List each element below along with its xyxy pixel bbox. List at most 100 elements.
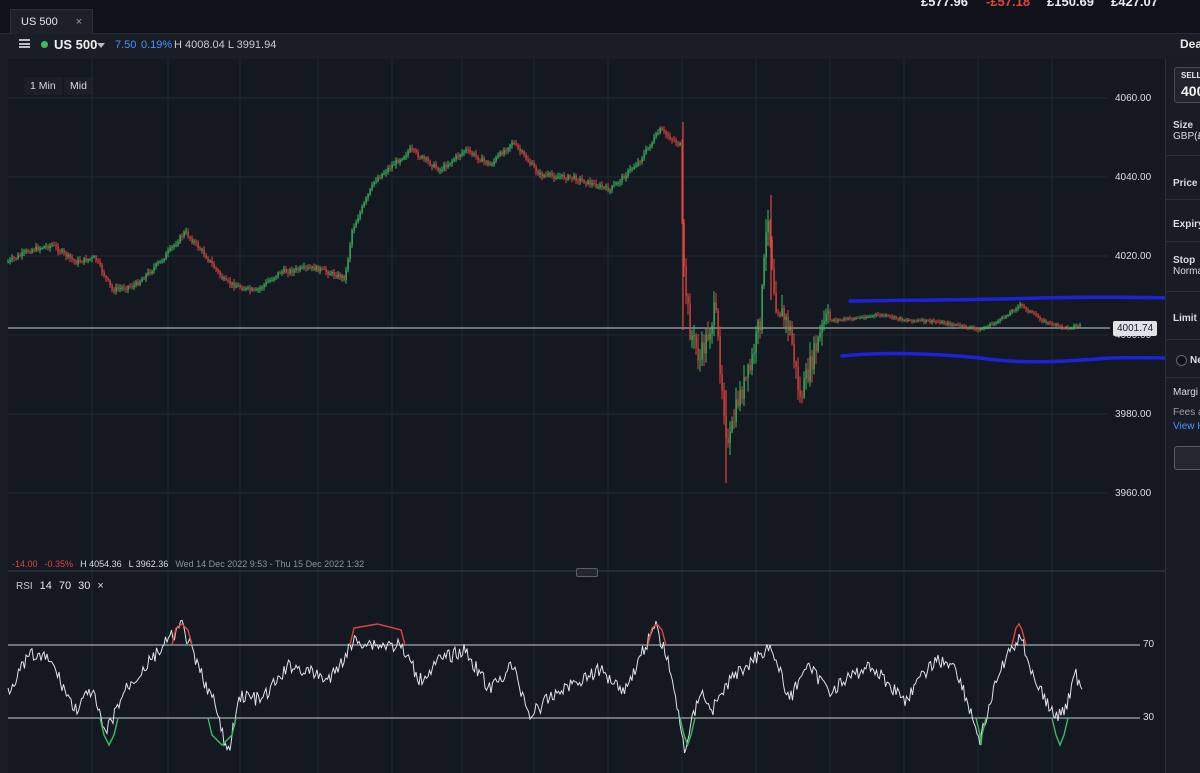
chart-area[interactable] [8,59,1165,773]
radio-button[interactable] [1176,355,1187,366]
candle-body [707,334,709,340]
candle-body [159,261,161,263]
candle-body [537,171,539,175]
candle-body [709,333,711,340]
candle-body [795,361,797,367]
candle-body [1001,317,1003,319]
candle-body [801,396,803,398]
candle-body [981,329,983,331]
candle-body [301,267,303,269]
candle-body [519,148,521,152]
candle-body [759,320,761,331]
candle-body [791,325,793,344]
candle-body [29,251,31,253]
close-icon[interactable]: × [97,580,104,592]
side-option[interactable]: Ne [1190,355,1200,366]
candle-body [631,168,633,170]
candle-body [129,286,131,288]
menu-icon[interactable] [19,39,30,48]
market-open-icon [41,41,48,48]
candle-body [325,268,327,272]
candle-body [891,316,893,318]
place-deal-button[interactable] [1174,446,1200,470]
candle-body [1043,320,1045,322]
instrument-name[interactable]: US 500 [54,37,98,52]
deal-ticket-panel: SELL 400 Size GBP(£ Price Expiry Stop No… [1165,59,1200,773]
candle-body [657,133,659,135]
interval-button[interactable]: 1 Min [24,77,62,95]
candle-body [773,268,775,294]
candle-body [241,287,243,290]
rsi-upper[interactable]: 70 [58,580,72,592]
candle-body [153,267,155,272]
sell-button[interactable]: SELL 400 [1174,67,1200,103]
candle-body [647,147,649,150]
candle-body [659,128,661,134]
candle-body [961,325,963,327]
candle-body [15,258,17,260]
candle-body [295,268,297,270]
channel-line-lower [840,351,1165,364]
candle-body [787,316,789,331]
view-link[interactable]: View H [1173,421,1200,432]
candle-body [551,173,553,176]
candle-body [737,399,739,406]
rsi-y-label: 30 [1143,712,1155,723]
candle-body [623,176,625,179]
candle-body [1065,327,1067,329]
candle-body [133,284,135,287]
candle-body [173,245,175,247]
candle-body [907,320,909,322]
candle-body [997,320,999,323]
candle-body [807,369,809,382]
tab-us-500[interactable]: US 500 × [10,9,94,34]
candle-body [877,314,879,316]
candle-body [903,320,905,322]
rsi-period[interactable]: 14 [39,580,52,592]
candle-body [805,369,807,379]
candle-body [13,257,15,259]
candle-body [763,257,765,286]
candle-body [199,248,201,250]
candle-body [627,170,629,176]
candle-body [711,325,713,334]
candle-body [485,161,487,164]
candle-body [97,260,99,262]
candle-body [69,254,71,259]
price-type-button[interactable]: Mid [64,77,93,95]
rsi-oversold-segment [975,717,987,746]
rsi-legend: RSI 14 70 30 × [16,580,104,592]
rsi-label: RSI [16,580,33,592]
limit-label: Limit [1173,313,1197,324]
candle-body [373,182,375,185]
candle-body [1061,325,1063,328]
pane-resize-handle[interactable] [576,568,598,577]
candle-body [125,288,127,290]
candle-body [561,174,563,177]
candle-body [815,342,817,352]
chevron-down-icon[interactable] [97,43,105,48]
close-icon[interactable]: × [75,16,83,28]
candle-body [821,324,823,333]
candle-body [595,183,597,188]
candle-body [341,275,343,278]
candle-body [189,236,191,239]
sell-label: SELL [1181,71,1200,80]
candle-body [7,261,9,263]
candle-body [973,327,975,329]
price-chart[interactable] [0,0,1165,773]
candle-body [761,285,763,331]
candle-body [839,319,841,321]
candle-body [989,323,991,327]
rsi-lower[interactable]: 30 [78,580,91,592]
candle-body [663,129,665,132]
candle-body [413,149,415,151]
candle-body [147,271,149,275]
candle-body [521,151,523,153]
candle-body [367,194,369,198]
candle-body [563,174,565,179]
candle-body [345,270,347,280]
candle-body [181,235,183,237]
candle-body [497,155,499,158]
candle-body [31,249,33,253]
